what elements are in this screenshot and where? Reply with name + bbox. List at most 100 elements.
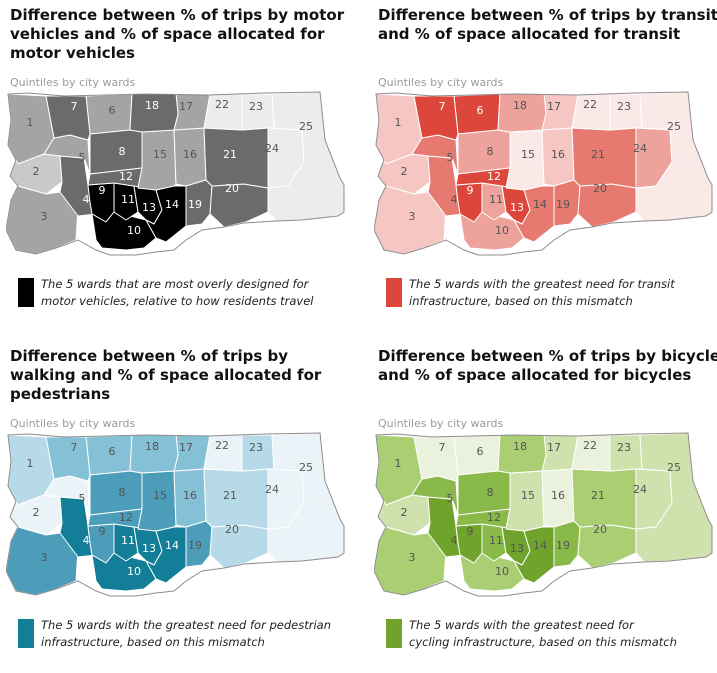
ward-17-label: 17 <box>179 441 193 454</box>
ward-5-label: 5 <box>79 492 86 505</box>
ward-21-label: 21 <box>223 148 237 161</box>
ward-16-label: 16 <box>551 148 565 161</box>
legend-swatch <box>386 278 402 307</box>
ward-16-label: 16 <box>551 489 565 502</box>
ward-2-label: 2 <box>401 165 408 178</box>
panel-title: Difference between % of trips by transit… <box>378 6 717 43</box>
ward-20-region <box>209 524 269 569</box>
ward-2-label: 2 <box>401 506 408 519</box>
ward-11-label: 11 <box>121 534 135 547</box>
panel-bicycle: Difference between % of trips by bicycle… <box>374 347 717 673</box>
ward-15-label: 15 <box>153 148 167 161</box>
ward-25-label: 25 <box>667 461 681 474</box>
ward-7-region <box>413 436 459 482</box>
ward-14-label: 14 <box>165 198 179 211</box>
ward-23-label: 23 <box>617 441 631 454</box>
ward-7-region <box>413 95 459 141</box>
ward-20-region <box>577 183 637 228</box>
ward-8-region <box>89 129 143 175</box>
ward-12-label: 12 <box>487 170 501 183</box>
ward-8-label: 8 <box>487 145 494 158</box>
ward-8-region <box>89 470 143 516</box>
ward-6-label: 6 <box>477 445 484 458</box>
ward-10-region <box>91 552 157 592</box>
ward-9-label: 9 <box>467 184 474 197</box>
ward-8-region <box>457 129 511 175</box>
ward-23-label: 23 <box>617 100 631 113</box>
ward-16-label: 16 <box>183 148 197 161</box>
ward-22-label: 22 <box>583 439 597 452</box>
ward-20-label: 20 <box>593 182 607 195</box>
ward-24-label: 24 <box>265 483 279 496</box>
ward-22-label: 22 <box>583 98 597 111</box>
ward-14-label: 14 <box>533 539 547 552</box>
ward-8-label: 8 <box>119 486 126 499</box>
city-boundary <box>6 432 345 597</box>
ward-20-label: 20 <box>593 523 607 536</box>
ward-7-region <box>45 436 91 482</box>
ward-9-label: 9 <box>99 525 106 538</box>
ward-20-region <box>209 183 269 228</box>
ward-11-label: 11 <box>489 534 503 547</box>
ward-14-region <box>145 185 187 243</box>
ward-11-label: 11 <box>489 193 503 206</box>
ward-10-region <box>459 552 525 592</box>
ward-2-label: 2 <box>33 165 40 178</box>
ward-10-label: 10 <box>127 224 141 237</box>
city-boundary <box>374 432 713 597</box>
ward-25-label: 25 <box>667 120 681 133</box>
ward-19-label: 19 <box>188 539 202 552</box>
city-boundary <box>6 91 345 256</box>
ward-15-label: 15 <box>153 489 167 502</box>
ward-18-label: 18 <box>145 99 159 112</box>
ward-15-label: 15 <box>521 148 535 161</box>
panel-walking: Difference between % of trips by walking… <box>6 347 354 673</box>
ward-10-region <box>91 211 157 251</box>
ward-23-label: 23 <box>249 100 263 113</box>
ward-map: 1 2 3 4 5 6 7 8 9 10 11 12 13 14 15 16 17 18 19 20 21 22 23 24 2… <box>6 90 346 265</box>
panel-title: Difference between % of trips by walking… <box>10 347 322 403</box>
ward-7-label: 7 <box>71 100 78 113</box>
ward-5-label: 5 <box>447 492 454 505</box>
ward-4-label: 4 <box>83 534 90 547</box>
ward-25-label: 25 <box>299 120 313 133</box>
ward-5-label: 5 <box>447 151 454 164</box>
ward-22-label: 22 <box>215 98 229 111</box>
ward-1-label: 1 <box>27 457 34 470</box>
ward-10-label: 10 <box>495 565 509 578</box>
ward-20-label: 20 <box>225 182 239 195</box>
ward-2-label: 2 <box>33 506 40 519</box>
ward-17-label: 17 <box>547 100 561 113</box>
ward-8-label: 8 <box>487 486 494 499</box>
ward-9-label: 9 <box>99 184 106 197</box>
ward-7-label: 7 <box>439 441 446 454</box>
ward-6-label: 6 <box>109 104 116 117</box>
panel-title: Difference between % of trips by bicycle… <box>378 347 717 384</box>
panel-motor-vehicles: Difference between % of trips by motor v… <box>6 6 354 332</box>
ward-12-label: 12 <box>119 170 133 183</box>
ward-13-label: 13 <box>142 542 156 555</box>
ward-8-label: 8 <box>119 145 126 158</box>
ward-13-label: 13 <box>510 542 524 555</box>
ward-20-label: 20 <box>225 523 239 536</box>
ward-24-label: 24 <box>633 483 647 496</box>
ward-8-region <box>457 470 511 516</box>
ward-map: 1 2 3 4 5 6 7 8 9 10 11 12 13 14 15 16 17 18 19 20 21 22 23 24 2… <box>374 431 714 606</box>
ward-21-label: 21 <box>591 489 605 502</box>
ward-18-label: 18 <box>145 440 159 453</box>
ward-21-label: 21 <box>223 489 237 502</box>
map-subtitle: Quintiles by city wards <box>378 417 504 430</box>
ward-12-label: 12 <box>119 511 133 524</box>
ward-16-label: 16 <box>183 489 197 502</box>
legend-text: The 5 wards that are most overly designe… <box>41 277 314 308</box>
ward-19-label: 19 <box>556 198 570 211</box>
map-subtitle: Quintiles by city wards <box>10 76 136 89</box>
ward-22-label: 22 <box>215 439 229 452</box>
ward-3-label: 3 <box>41 210 48 223</box>
ward-14-region <box>513 185 555 243</box>
ward-14-region <box>513 526 555 584</box>
ward-7-label: 7 <box>439 100 446 113</box>
